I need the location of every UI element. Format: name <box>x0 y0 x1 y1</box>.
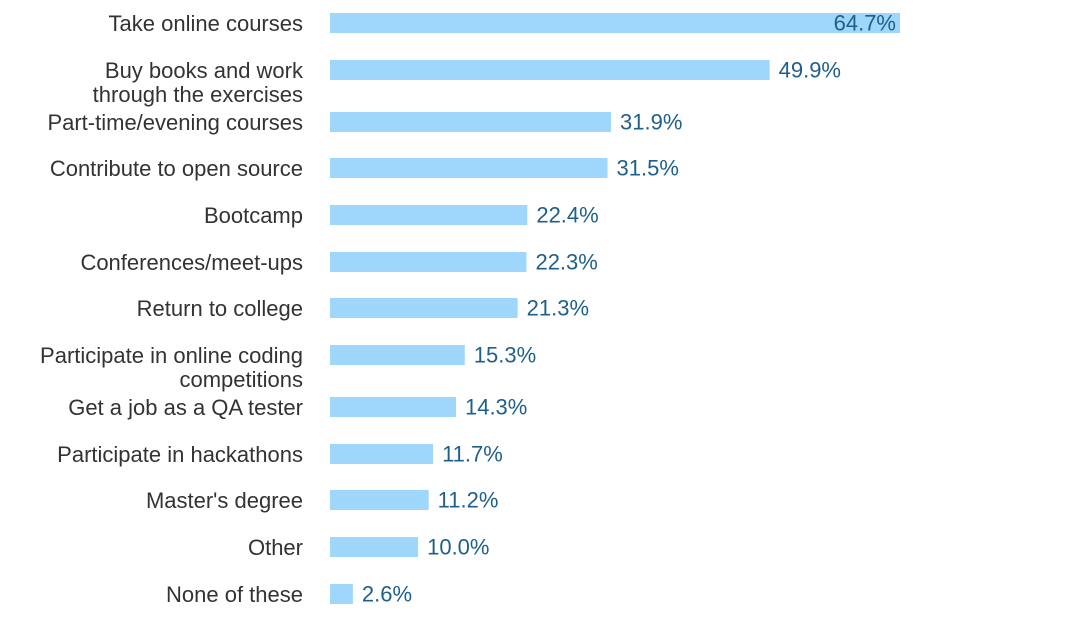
category-label-line: Get a job as a QA tester <box>68 395 303 420</box>
category-label: Conferences/meet-ups <box>80 250 303 275</box>
bar <box>330 345 465 365</box>
bar <box>330 537 419 557</box>
bar <box>330 13 900 33</box>
category-label-line: Contribute to open source <box>50 156 303 181</box>
value-label: 22.4% <box>536 203 598 228</box>
category-label-line: Master's degree <box>146 488 303 513</box>
value-label: 31.5% <box>617 156 679 181</box>
category-label-line: Participate in hackathons <box>57 442 303 467</box>
value-label: 49.9% <box>779 58 841 83</box>
value-label: 64.7% <box>834 11 896 36</box>
category-label-line: competitions <box>179 367 303 392</box>
bar <box>330 397 456 417</box>
category-label: Take online courses <box>109 11 303 36</box>
value-label: 15.3% <box>474 343 536 368</box>
category-label-line: Take online courses <box>109 11 303 36</box>
category-label: Return to college <box>137 296 303 321</box>
bars <box>330 13 900 604</box>
value-label: 11.7% <box>442 442 503 467</box>
value-label: 14.3% <box>465 395 527 420</box>
category-label-line: through the exercises <box>93 82 303 107</box>
value-label: 11.2% <box>438 488 499 513</box>
category-label: Participate in online coding competitions <box>40 343 303 392</box>
category-label: Buy books and work through the exercises <box>93 58 304 107</box>
value-labels: 64.7% 49.9% 31.9% 31.5% 22.4% 22.3% 21.3% 15.3%… <box>362 11 896 607</box>
bar <box>330 444 434 464</box>
bar <box>330 298 518 318</box>
category-label-line: Conferences/meet-ups <box>80 250 303 275</box>
category-label: None of these <box>166 582 303 607</box>
bar <box>330 205 528 225</box>
category-label: Get a job as a QA tester <box>68 395 303 420</box>
category-label-line: Part-time/evening courses <box>47 110 303 135</box>
category-label: Contribute to open source <box>50 156 303 181</box>
category-label: Bootcamp <box>204 203 303 228</box>
bar <box>330 158 608 178</box>
category-label-line: Return to college <box>137 296 303 321</box>
category-label: Part-time/evening courses <box>47 110 303 135</box>
category-label-line: Participate in online coding <box>40 343 303 368</box>
category-label-line: Bootcamp <box>204 203 303 228</box>
category-labels: Take online courses Buy books and work thr… <box>40 11 304 607</box>
category-label-line: Buy books and work <box>105 58 304 83</box>
value-label: 2.6% <box>362 582 412 607</box>
bar <box>330 112 612 132</box>
category-label: Master's degree <box>146 488 303 513</box>
value-label: 22.3% <box>535 250 597 275</box>
category-label: Participate in hackathons <box>57 442 303 467</box>
bar <box>330 584 353 604</box>
bar <box>330 60 770 80</box>
value-label: 31.9% <box>620 110 682 135</box>
value-label: 21.3% <box>527 296 589 321</box>
value-label: 10.0% <box>427 535 489 560</box>
bar <box>330 490 429 510</box>
category-label-line: Other <box>248 535 303 560</box>
category-label: Other <box>248 535 303 560</box>
category-label-line: None of these <box>166 582 303 607</box>
bar <box>330 252 527 272</box>
